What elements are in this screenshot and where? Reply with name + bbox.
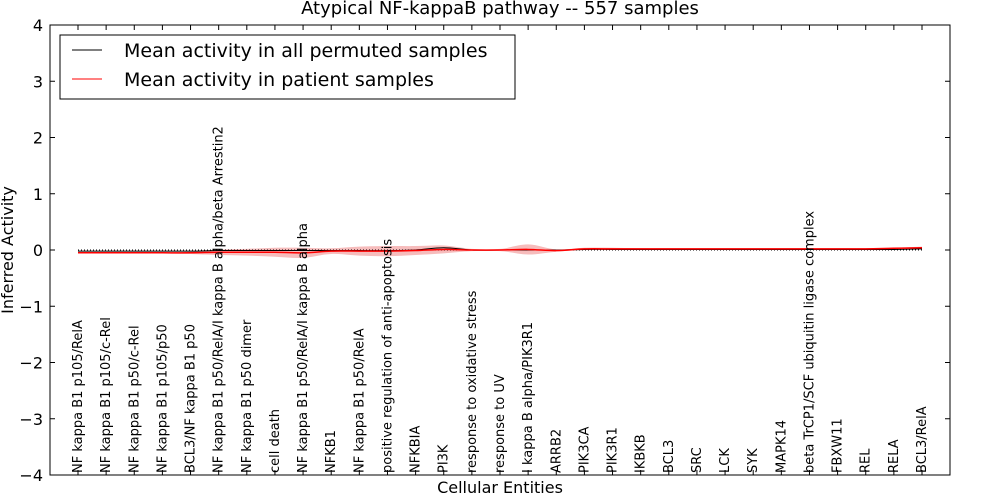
- y-tick-label: −3: [19, 410, 43, 429]
- y-tick-label: −2: [19, 354, 43, 373]
- y-tick-label: 0: [33, 241, 43, 260]
- x-tick-label: PI3K: [437, 444, 452, 473]
- x-tick-label: IKBKB: [634, 434, 649, 473]
- legend-label-patient: Mean activity in patient samples: [124, 69, 434, 91]
- x-tick-label: BCL3: [662, 440, 677, 473]
- series-lines: [78, 247, 923, 254]
- patient-confidence-band: [78, 244, 922, 258]
- x-tick-label: NF kappa B1 p105/c-Rel: [99, 317, 114, 473]
- x-tick-label: NF kappa B1 p50/c-Rel: [127, 325, 142, 473]
- x-tick-label: PIK3R1: [606, 427, 621, 473]
- x-tick-label: NF kappa B1 p50/RelA: [352, 328, 367, 473]
- y-tick-label: 1: [33, 185, 43, 204]
- y-tick-label: 3: [33, 72, 43, 91]
- x-tick-label: I kappa B alpha/PIK3R1: [521, 322, 536, 473]
- y-tick-label: −4: [19, 466, 43, 485]
- x-tick-label: response to UV: [493, 374, 508, 473]
- x-tick-label: REL: [859, 448, 874, 473]
- series-line-patient: [78, 247, 923, 254]
- x-tick-label: RELA: [887, 439, 902, 473]
- confidence-bands: [78, 244, 922, 258]
- x-tick-label: SRC: [690, 447, 705, 473]
- x-tick-label: LCK: [718, 448, 733, 473]
- x-tick-label: NFKBIA: [409, 426, 424, 473]
- x-tick-label: ARRB2: [549, 429, 564, 473]
- x-tick-label: cell death: [268, 409, 283, 473]
- chart-title: Atypical NF-kappaB pathway -- 557 sample…: [301, 0, 699, 19]
- y-axis-label: Inferred Activity: [0, 186, 17, 314]
- legend-box: [59, 34, 516, 100]
- y-tick-label: −1: [19, 297, 43, 316]
- y-tick-label: 2: [33, 129, 43, 148]
- x-tick-label: NF kappa B1 p105/RelA: [71, 320, 86, 473]
- x-tick-label: BCL3/NF kappa B1 p50: [184, 324, 199, 473]
- x-tick-label: beta TrCP1/SCF ubiquitin ligase complex: [802, 211, 817, 473]
- y-axis: −4 −3 −2 −1 0 1 2 3 4: [19, 16, 950, 485]
- x-tick-label: MAPK14: [774, 420, 789, 473]
- x-axis-label: Cellular Entities: [437, 478, 563, 497]
- y-tick-label: 4: [33, 16, 43, 35]
- x-tick-label: BCL3/RelA: [915, 406, 930, 473]
- x-tick-label: response to oxidative stress: [465, 290, 480, 473]
- legend: Mean activity in all permuted samples Me…: [59, 34, 516, 100]
- x-tick-label: SYK: [746, 448, 761, 473]
- legend-label-permuted: Mean activity in all permuted samples: [124, 40, 487, 62]
- x-tick-label: NF kappa B1 p105/p50: [155, 324, 170, 473]
- x-axis: NF kappa B1 p105/RelA NF kappa B1 p105/c-…: [71, 25, 930, 475]
- x-tick-label: FBXW11: [831, 418, 846, 473]
- x-tick-label: NFKB1: [324, 430, 339, 473]
- x-tick-label: NF kappa B1 p50 dimer: [240, 319, 255, 473]
- x-tick-label: PIK3CA: [577, 426, 592, 473]
- x-tick-label: NF kappa B1 p50/RelA/I kappa B alpha: [296, 223, 311, 473]
- x-tick-label: positive regulation of anti-apoptosis: [380, 239, 395, 473]
- x-tick-label: NF kappa B1 p50/RelA/I kappa B alpha/bet…: [212, 126, 227, 473]
